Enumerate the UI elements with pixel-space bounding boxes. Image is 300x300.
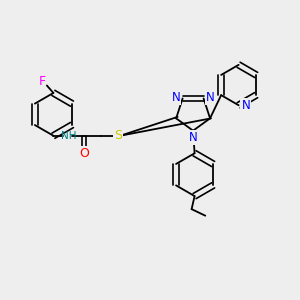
Text: N: N: [206, 91, 214, 104]
Text: NH: NH: [61, 131, 76, 141]
Text: N: N: [172, 91, 181, 104]
Text: N: N: [242, 99, 250, 112]
Text: N: N: [189, 131, 197, 144]
Text: O: O: [80, 147, 89, 160]
Text: F: F: [39, 74, 46, 88]
Text: S: S: [114, 129, 122, 142]
